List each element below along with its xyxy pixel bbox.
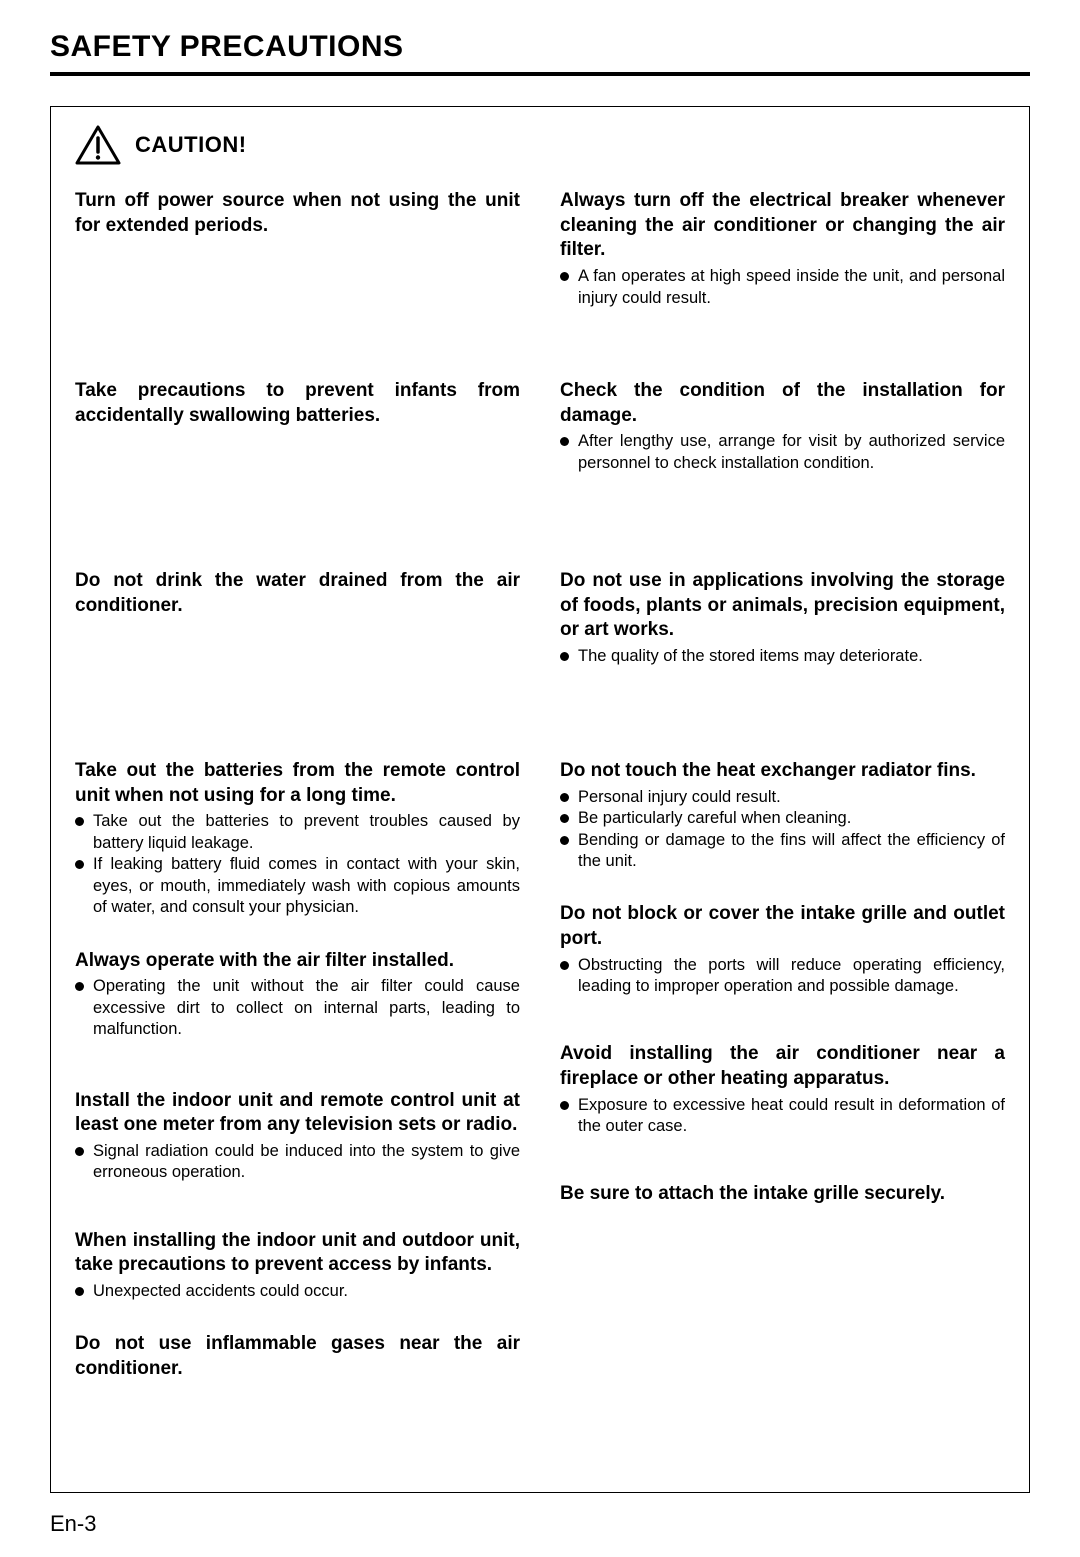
item-heading: Avoid installing the air conditioner nea… xyxy=(560,1042,1005,1091)
caution-item: Do not block or cover the intake grille … xyxy=(560,902,1005,1012)
bullet: The quality of the stored items may dete… xyxy=(560,646,1005,667)
caution-label: CAUTION! xyxy=(135,132,247,158)
item-heading: When installing the indoor unit and outd… xyxy=(75,1229,520,1278)
caution-item: Do not touch the heat exchanger radiator… xyxy=(560,759,1005,872)
item-bullets: Signal radiation could be induced into t… xyxy=(75,1141,520,1184)
item-heading: Always operate with the air filter insta… xyxy=(75,949,520,974)
item-bullets: The quality of the stored items may dete… xyxy=(560,646,1005,667)
caution-item: Take precautions to prevent infants from… xyxy=(75,379,520,539)
item-heading: Do not use in applications involving the… xyxy=(560,569,1005,643)
caution-item: Do not use inflammable gases near the ai… xyxy=(75,1332,520,1402)
caution-item: Be sure to attach the intake grille secu… xyxy=(560,1182,1005,1252)
caution-box: CAUTION! Turn off power source when not … xyxy=(50,106,1030,1493)
item-bullets: Unexpected accidents could occur. xyxy=(75,1281,520,1302)
item-bullets: After lengthy use, arrange for visit by … xyxy=(560,431,1005,474)
item-heading: Always turn off the electrical breaker w… xyxy=(560,189,1005,263)
item-bullets: A fan operates at high speed inside the … xyxy=(560,266,1005,309)
item-heading: Take precautions to prevent infants from… xyxy=(75,379,520,428)
bullet: Exposure to excessive heat could result … xyxy=(560,1095,1005,1138)
item-heading: Do not drink the water drained from the … xyxy=(75,569,520,618)
bullet: Bending or damage to the fins will affec… xyxy=(560,830,1005,873)
content-columns: Turn off power source when not using the… xyxy=(75,189,1005,1432)
item-bullets: Operating the unit without the air filte… xyxy=(75,976,520,1040)
bullet: Signal radiation could be induced into t… xyxy=(75,1141,520,1184)
bullet: After lengthy use, arrange for visit by … xyxy=(560,431,1005,474)
caution-item: Always turn off the electrical breaker w… xyxy=(560,189,1005,349)
caution-item: Turn off power source when not using the… xyxy=(75,189,520,349)
item-heading: Do not touch the heat exchanger radiator… xyxy=(560,759,1005,784)
caution-item: Do not drink the water drained from the … xyxy=(75,569,520,729)
item-bullets: Exposure to excessive heat could result … xyxy=(560,1095,1005,1138)
caution-header: CAUTION! xyxy=(75,125,1005,165)
item-heading: Do not block or cover the intake grille … xyxy=(560,902,1005,951)
bullet: Unexpected accidents could occur. xyxy=(75,1281,520,1302)
item-heading: Do not use inflammable gases near the ai… xyxy=(75,1332,520,1381)
page-number: En-3 xyxy=(50,1511,1030,1537)
caution-item: When installing the indoor unit and outd… xyxy=(75,1229,520,1303)
caution-item: Take out the batteries from the remote c… xyxy=(75,759,520,919)
caution-item: Do not use in applications involving the… xyxy=(560,569,1005,729)
bullet: If leaking battery fluid comes in contac… xyxy=(75,854,520,918)
bullet: Be particularly careful when cleaning. xyxy=(560,808,1005,829)
bullet: Personal injury could result. xyxy=(560,787,1005,808)
left-column: Turn off power source when not using the… xyxy=(75,189,520,1432)
bullet: Obstructing the ports will reduce operat… xyxy=(560,955,1005,998)
item-bullets: Personal injury could result. Be particu… xyxy=(560,787,1005,873)
bullet: Operating the unit without the air filte… xyxy=(75,976,520,1040)
item-heading: Install the indoor unit and remote contr… xyxy=(75,1089,520,1138)
item-heading: Take out the batteries from the remote c… xyxy=(75,759,520,808)
bullet: Take out the batteries to prevent troubl… xyxy=(75,811,520,854)
caution-item: Always operate with the air filter insta… xyxy=(75,949,520,1059)
caution-item: Avoid installing the air conditioner nea… xyxy=(560,1042,1005,1152)
caution-triangle-icon xyxy=(75,125,121,165)
item-bullets: Take out the batteries to prevent troubl… xyxy=(75,811,520,918)
caution-item: Install the indoor unit and remote contr… xyxy=(75,1089,520,1199)
bullet: A fan operates at high speed inside the … xyxy=(560,266,1005,309)
caution-item: Check the condition of the installation … xyxy=(560,379,1005,539)
item-bullets: Obstructing the ports will reduce operat… xyxy=(560,955,1005,998)
item-heading: Turn off power source when not using the… xyxy=(75,189,520,238)
page-title: SAFETY PRECAUTIONS xyxy=(50,30,1030,76)
item-heading: Be sure to attach the intake grille secu… xyxy=(560,1182,1005,1207)
right-column: Always turn off the electrical breaker w… xyxy=(560,189,1005,1432)
item-heading: Check the condition of the installation … xyxy=(560,379,1005,428)
